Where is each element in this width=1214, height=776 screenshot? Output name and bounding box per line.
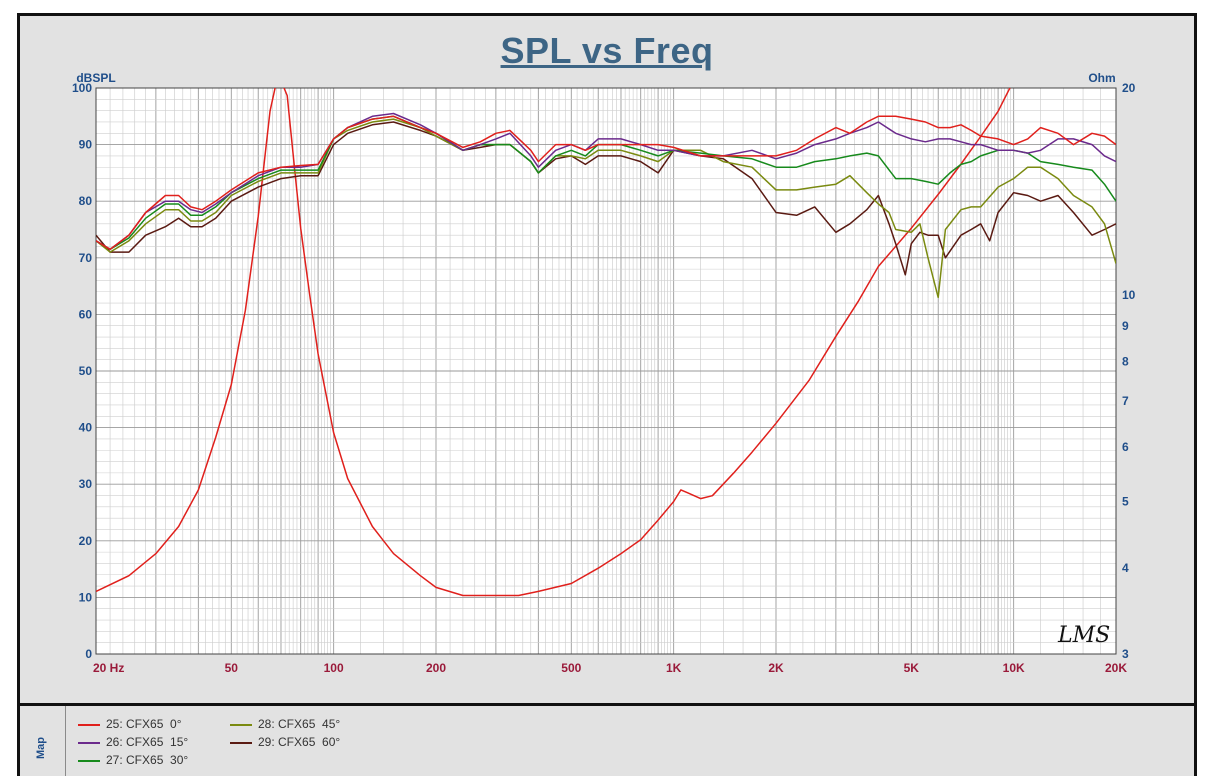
legend-panel bbox=[17, 703, 1197, 776]
legend-swatch bbox=[230, 741, 252, 744]
grid bbox=[96, 87, 1116, 655]
chart-title: SPL vs Freq bbox=[500, 30, 714, 71]
legend-entry: 26: CFX65 15° bbox=[78, 735, 188, 749]
series-line-25-cfx65-0-impedance bbox=[96, 88, 1011, 597]
x-tick-label: 500 bbox=[561, 661, 581, 675]
legend-entry-label: 28: CFX65 45° bbox=[258, 717, 341, 731]
y-right-tick-label: 9 bbox=[1122, 319, 1129, 333]
y-left-axis-label: dBSPL bbox=[76, 71, 115, 85]
legend-divider bbox=[65, 706, 66, 776]
legend-map-label: Map bbox=[35, 737, 47, 759]
y-right-tick-label: 7 bbox=[1122, 394, 1129, 408]
x-tick-label: 5K bbox=[904, 661, 920, 675]
series-line-25-cfx65-0 bbox=[96, 115, 1116, 251]
legend-entry-label: 25: CFX65 0° bbox=[106, 717, 182, 731]
x-tick-label: 200 bbox=[426, 661, 446, 675]
y-left-tick-label: 100 bbox=[72, 81, 92, 95]
y-left-tick-label: 50 bbox=[79, 364, 93, 378]
x-tick-label: 20K bbox=[1105, 661, 1127, 675]
series-line-29-cfx65-60 bbox=[96, 121, 1116, 276]
legend-swatch bbox=[78, 723, 100, 726]
y-right-tick-label: 4 bbox=[1122, 561, 1129, 575]
y-right-tick-label: 3 bbox=[1122, 647, 1129, 661]
y-left-tick-label: 40 bbox=[79, 421, 93, 435]
x-tick-label: 1K bbox=[666, 661, 682, 675]
y-left-tick-label: 20 bbox=[79, 534, 93, 548]
y-right-tick-label: 5 bbox=[1122, 495, 1129, 509]
y-left-tick-label: 10 bbox=[79, 590, 93, 604]
y-right-tick-label: 20 bbox=[1122, 81, 1136, 95]
legend-swatch bbox=[230, 723, 252, 726]
y-left-tick-label: 0 bbox=[85, 647, 92, 661]
legend-entry-label: 27: CFX65 30° bbox=[106, 753, 189, 767]
y-right-tick-label: 6 bbox=[1122, 440, 1129, 454]
y-left-tick-label: 70 bbox=[79, 251, 93, 265]
x-tick-label: 2K bbox=[768, 661, 784, 675]
chart-svg: 20 Hz 50 100 200 500 1K 2K 5K 10K 20K 0 10 20 30 40 50 6… bbox=[72, 71, 1136, 675]
legend-swatch bbox=[78, 759, 100, 762]
y-left-tick-label: 90 bbox=[79, 138, 93, 152]
legend-entry-label: 26: CFX65 15° bbox=[106, 735, 189, 749]
legend-swatch bbox=[78, 741, 100, 744]
y-right-tick-label: 8 bbox=[1122, 354, 1129, 368]
series-line-28-cfx65-45 bbox=[96, 118, 1116, 299]
legend-entry: 25: CFX65 0° bbox=[78, 717, 182, 731]
y-right-tick-label: 10 bbox=[1122, 288, 1136, 302]
y-left-tick-label: 80 bbox=[79, 194, 93, 208]
plot-border bbox=[95, 87, 1117, 655]
x-tick-label: 100 bbox=[324, 661, 344, 675]
legend-entry: 27: CFX65 30° bbox=[78, 753, 188, 767]
x-tick-label: 20 Hz bbox=[93, 661, 124, 675]
legend-entry: 28: CFX65 45° bbox=[230, 717, 340, 731]
legend-entry-label: 29: CFX65 60° bbox=[258, 735, 341, 749]
x-tick-label: 10K bbox=[1003, 661, 1025, 675]
y-right-axis-label: Ohm bbox=[1088, 71, 1115, 85]
legend-entry: 29: CFX65 60° bbox=[230, 735, 340, 749]
series-line-26-cfx65-15 bbox=[96, 112, 1116, 251]
x-tick-label: 50 bbox=[225, 661, 239, 675]
y-left-tick-label: 30 bbox=[79, 477, 93, 491]
lms-watermark: LMS bbox=[1057, 623, 1110, 648]
y-left-tick-label: 60 bbox=[79, 307, 93, 321]
